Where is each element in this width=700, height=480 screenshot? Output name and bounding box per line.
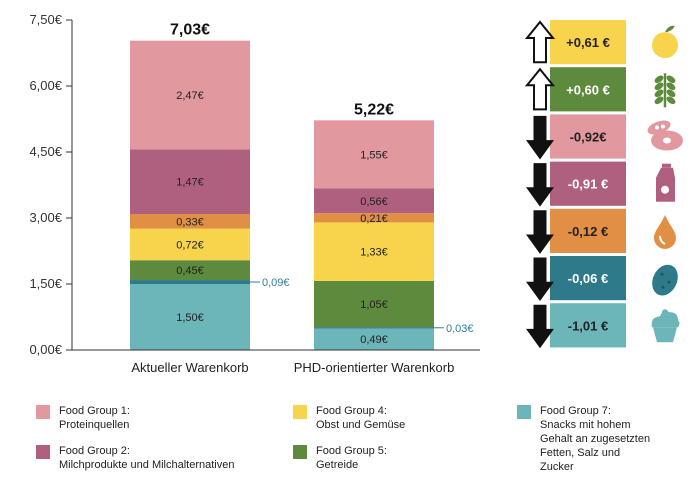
change-value-label: -0,92€ bbox=[570, 130, 607, 145]
legend-swatch bbox=[293, 445, 307, 459]
bar-segment-label: 2,47€ bbox=[176, 90, 204, 102]
wheat-icon bbox=[654, 73, 676, 108]
legend-swatch bbox=[293, 405, 307, 419]
legend-swatch bbox=[517, 405, 531, 419]
oil-drop-icon bbox=[654, 214, 676, 249]
cupcake-icon bbox=[651, 309, 680, 343]
legend-text: Food Group 2: Milchprodukte und Milchalt… bbox=[59, 444, 234, 472]
legend-item-group-5: Food Group 5: Getreide bbox=[293, 444, 387, 472]
potato-icon bbox=[652, 264, 678, 296]
legend-line: Obst und Gemüse bbox=[316, 419, 406, 431]
legend-text: Food Group 7: Snacks mit hohem Gehalt an… bbox=[540, 404, 650, 474]
bar-segment bbox=[130, 214, 250, 229]
down-arrow-icon bbox=[526, 257, 554, 302]
legend-item-group-4: Food Group 4: Obst und Gemüse bbox=[293, 404, 405, 432]
y-tick-label: 1,50€ bbox=[29, 276, 62, 291]
bar-segment bbox=[130, 260, 250, 281]
y-tick-label: 3,00€ bbox=[29, 210, 62, 225]
bar-segment-label: 0,33€ bbox=[176, 216, 204, 228]
x-category-label: Aktueller Warenkorb bbox=[131, 360, 248, 375]
legend-line: Food Group 4: bbox=[316, 405, 387, 417]
change-box bbox=[550, 303, 626, 348]
change-box bbox=[550, 208, 626, 253]
change-box bbox=[550, 67, 626, 112]
legend-line: Food Group 7: bbox=[540, 405, 611, 417]
legend-line: Proteinquellen bbox=[59, 419, 130, 431]
change-value-label: +0,61 € bbox=[566, 35, 610, 50]
bar-segment bbox=[314, 222, 434, 281]
bar-segment-label: 0,03€ bbox=[446, 323, 474, 335]
bar-segment-label: 1,05€ bbox=[360, 299, 388, 311]
change-value-label: +0,60 € bbox=[566, 82, 610, 97]
legend-swatch bbox=[36, 445, 50, 459]
bar-segment-label: 0,45€ bbox=[176, 265, 204, 277]
change-value-label: -0,06 € bbox=[568, 271, 608, 286]
bar-segment bbox=[130, 280, 250, 284]
bar-segment-label: 0,72€ bbox=[176, 239, 204, 251]
bar-segment-label: 1,33€ bbox=[360, 247, 388, 259]
meat-icon bbox=[647, 120, 683, 151]
change-box bbox=[550, 114, 626, 159]
legend-swatch bbox=[36, 405, 50, 419]
legend-line: Gehalt an zugesetzten bbox=[540, 433, 651, 445]
y-tick-label: 6,00€ bbox=[29, 78, 62, 93]
bar-segment bbox=[130, 228, 250, 261]
legend-item-group-2: Food Group 2: Milchprodukte und Milchalt… bbox=[36, 444, 234, 472]
down-arrow-icon bbox=[526, 115, 554, 160]
milk-carton-icon bbox=[656, 163, 675, 202]
bar-segment-label: 1,50€ bbox=[176, 312, 204, 324]
bar-segment bbox=[130, 149, 250, 215]
change-box bbox=[550, 256, 626, 301]
down-arrow-icon bbox=[526, 163, 554, 207]
bar-segment-label: 0,49€ bbox=[360, 334, 388, 346]
legend-line: Food Group 5: bbox=[316, 445, 387, 457]
legend-text: Food Group 1: Proteinquellen bbox=[59, 404, 130, 432]
down-arrow-icon bbox=[526, 210, 554, 254]
bar-segment-label: 1,47€ bbox=[176, 177, 204, 189]
change-value-label: -0,91 € bbox=[568, 177, 608, 192]
change-value-label: -0,12 € bbox=[568, 224, 608, 239]
down-arrow-icon bbox=[526, 304, 554, 349]
bar-segment bbox=[314, 188, 434, 214]
bar-segment bbox=[314, 328, 434, 350]
up-arrow-icon bbox=[524, 67, 556, 111]
up-arrow-icon bbox=[524, 20, 556, 64]
change-box bbox=[550, 161, 626, 206]
legend-line: Food Group 2: bbox=[59, 445, 130, 457]
bar-segment bbox=[130, 40, 250, 150]
y-tick-label: 7,50€ bbox=[29, 12, 62, 27]
legend-line: Food Group 1: bbox=[59, 405, 130, 417]
legend-line: Zucker bbox=[540, 461, 574, 473]
legend-line: Snacks mit hohem bbox=[540, 419, 631, 431]
bar-segment-label: 0,09€ bbox=[262, 277, 290, 289]
y-tick-label: 4,50€ bbox=[29, 144, 62, 159]
stacked-bar-chart: 0,00€ 1,50€ 3,00€ 4,50€ 6,00€ 7,50€ 1,50€ 0,09€… bbox=[29, 12, 683, 375]
legend-item-group-1: Food Group 1: Proteinquellen bbox=[36, 404, 130, 432]
legend-line: Fetten, Salz und bbox=[540, 447, 621, 459]
legend-text: Food Group 5: Getreide bbox=[316, 444, 387, 472]
bar-segment-label: 0,21€ bbox=[360, 213, 388, 225]
bar-total-label: 7,03€ bbox=[170, 22, 210, 39]
legend-line: Milchprodukte und Milchalternativen bbox=[59, 459, 235, 471]
bar-segment bbox=[130, 284, 250, 350]
bar-segment bbox=[314, 213, 434, 223]
legend-line: Getreide bbox=[316, 459, 359, 471]
bar-segment bbox=[314, 327, 434, 329]
bar-segment-label: 1,55€ bbox=[360, 149, 388, 161]
legend: Food Group 1: Proteinquellen Food Group … bbox=[0, 398, 700, 478]
y-tick-label: 0,00€ bbox=[29, 342, 62, 357]
x-category-label: PHD-orientierter Warenkorb bbox=[294, 360, 455, 375]
change-value-label: -1,01 € bbox=[568, 318, 608, 333]
change-box bbox=[550, 20, 626, 65]
apple-icon bbox=[652, 25, 678, 59]
legend-text: Food Group 4: Obst und Gemüse bbox=[316, 404, 405, 432]
bar-total-label: 5,22€ bbox=[354, 101, 394, 118]
bar-segment bbox=[314, 120, 434, 189]
bar-segment bbox=[314, 280, 434, 328]
bar-segment-label: 0,56€ bbox=[360, 196, 388, 208]
legend-item-group-7: Food Group 7: Snacks mit hohem Gehalt an… bbox=[517, 404, 650, 474]
